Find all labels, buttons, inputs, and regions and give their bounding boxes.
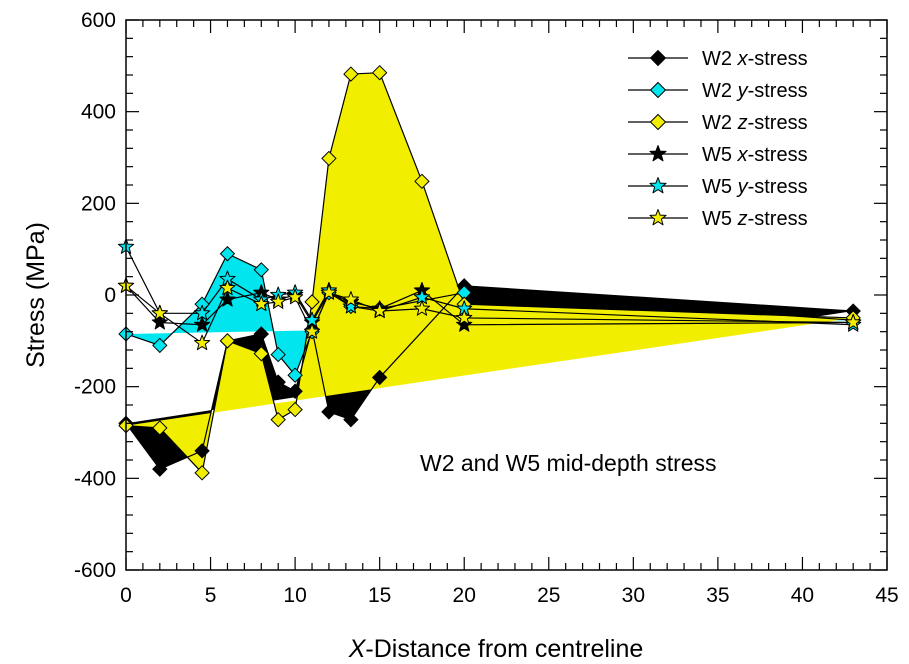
y-axis-ticks: -600 -400 -200 0 200 400 600 [74,9,887,582]
point-w2-z-stress [321,150,337,167]
legend-item: W2 x-stress [628,48,808,70]
point-w2-x-stress [194,443,210,459]
legend-label: W5 x-stress [702,144,808,166]
point-w2-y-stress [287,367,303,383]
point-w5-x-stress [193,316,211,332]
legend: W2 x-stress W2 y-stress W2 z-stress W5 x-st… [628,48,808,230]
legend-marker [649,177,667,194]
legend-item: W5 y-stress [628,176,808,198]
x-tick-label: 10 [283,584,306,607]
legend-label: W2 x-stress [702,48,808,70]
legend-item: W5 z-stress [628,208,808,230]
point-w5-z-stress [193,334,211,351]
x-tick-label: 0 [120,584,132,607]
legend-item: W2 y-stress [628,80,808,102]
y-tick-label: 600 [81,9,116,32]
legend-label: W5 z-stress [702,208,808,230]
series-fills [126,72,854,473]
legend-marker [649,209,667,226]
point-w2-z-stress [194,465,210,481]
point-w2-z-stress [287,401,303,418]
legend-label: W2 y-stress [702,80,808,102]
fill-w2-z-stress [126,72,854,473]
x-tick-label: 25 [537,584,560,607]
chart-annotation: W2 and W5 mid-depth stress [420,450,717,476]
point-w2-x-stress [287,383,303,399]
point-w2-z-stress [304,294,320,310]
point-w5-x-stress [151,314,168,330]
markers-w2-z-stress [118,65,861,481]
y-tick-label: -400 [74,467,116,490]
point-w2-x-stress [343,411,359,428]
point-w5-z-stress [845,314,862,330]
point-w5-x-stress [219,291,236,307]
point-w5-z-stress [413,300,431,316]
legend-marker [649,113,667,131]
legend-marker [649,49,667,67]
x-axis-title-italic: X [348,635,367,663]
point-w5-z-stress [151,304,168,321]
x-tick-label: 45 [875,584,898,607]
point-w5-z-stress [342,291,360,307]
point-w5-x-stress [456,316,473,332]
point-w2-z-stress [270,411,286,428]
line-w5-x-stress [125,285,854,326]
x-axis-title: X-Distance from centreline [348,635,644,663]
point-w2-x-stress [321,404,337,420]
point-w2-z-stress [414,173,430,190]
markers-w5-z-stress [117,277,862,351]
x-tick-label: 5 [205,584,217,607]
point-w5-z-stress [253,295,270,312]
point-w2-y-stress [219,246,236,262]
point-w2-z-stress [152,420,168,436]
y-tick-label: 200 [81,192,116,215]
legend-item: W2 z-stress [628,112,808,134]
line-w5-z-stress [125,285,854,345]
legend-marker [649,145,667,162]
legend-marker [649,81,667,99]
point-w5-z-stress [219,279,236,296]
legend-item: W5 x-stress [628,144,808,166]
point-w5-z-stress [270,293,287,309]
y-tick-label: -600 [74,559,116,582]
point-w5-y-stress [193,304,211,321]
point-w5-z-stress [303,323,321,339]
point-w2-y-stress [253,262,269,278]
point-w2-z-stress [253,345,269,362]
point-w2-z-stress [371,65,388,81]
x-tick-label: 20 [453,584,476,607]
series-markers [117,65,862,481]
x-axis-title-rest: -Distance from centreline [365,635,643,663]
point-w2-z-stress [219,333,236,349]
point-w2-z-stress [343,66,359,82]
x-tick-label: 30 [622,584,645,607]
x-tick-label: 35 [706,584,729,607]
point-w2-x-stress [270,374,286,390]
point-w2-x-stress [253,326,269,342]
x-axis-ticks: 0 5 10 15 20 25 30 35 40 45 [120,20,899,607]
y-axis-title: Stress (MPa) [22,222,50,368]
point-w2-y-stress [270,346,286,363]
point-w5-z-stress [287,288,304,305]
point-w5-y-stress [342,297,360,314]
y-tick-label: 0 [104,284,116,307]
point-w2-x-stress [152,461,168,477]
y-tick-label: 400 [81,101,116,124]
point-w5-z-stress [371,302,388,319]
point-w5-z-stress [320,284,338,300]
x-tick-label: 40 [791,584,814,607]
legend-label: W5 y-stress [702,176,808,198]
x-tick-label: 15 [368,584,391,607]
point-w5-z-stress [456,309,473,325]
legend-label: W2 z-stress [702,112,808,134]
point-w2-y-stress [152,337,168,354]
y-tick-label: -200 [74,376,116,399]
point-w2-x-stress [371,369,388,386]
